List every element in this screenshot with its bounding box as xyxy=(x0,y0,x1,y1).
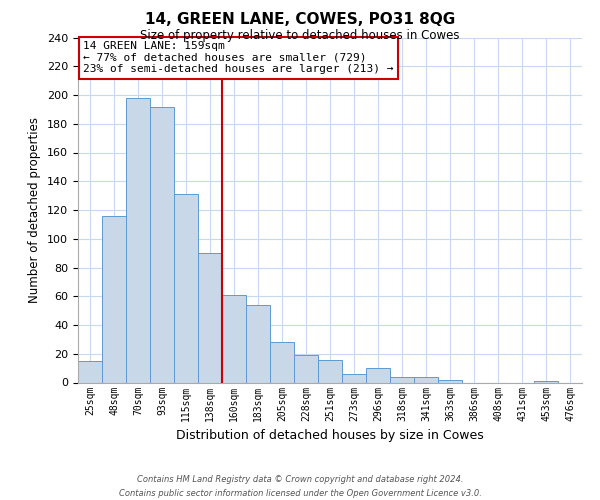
Text: Size of property relative to detached houses in Cowes: Size of property relative to detached ho… xyxy=(140,29,460,42)
Bar xyxy=(174,194,198,382)
Bar xyxy=(222,295,246,382)
Bar xyxy=(534,381,558,382)
Bar xyxy=(126,98,150,382)
Bar xyxy=(438,380,462,382)
Bar xyxy=(150,106,174,382)
Bar xyxy=(390,377,414,382)
Bar xyxy=(342,374,366,382)
Bar xyxy=(246,305,270,382)
Text: 14 GREEN LANE: 159sqm
← 77% of detached houses are smaller (729)
23% of semi-det: 14 GREEN LANE: 159sqm ← 77% of detached … xyxy=(83,41,394,74)
Bar xyxy=(270,342,294,382)
Bar xyxy=(414,377,438,382)
Bar xyxy=(366,368,390,382)
X-axis label: Distribution of detached houses by size in Cowes: Distribution of detached houses by size … xyxy=(176,429,484,442)
Bar xyxy=(78,361,102,382)
Y-axis label: Number of detached properties: Number of detached properties xyxy=(28,117,41,303)
Bar xyxy=(102,216,126,382)
Bar xyxy=(318,360,342,382)
Bar xyxy=(198,253,222,382)
Text: 14, GREEN LANE, COWES, PO31 8QG: 14, GREEN LANE, COWES, PO31 8QG xyxy=(145,12,455,28)
Text: Contains HM Land Registry data © Crown copyright and database right 2024.
Contai: Contains HM Land Registry data © Crown c… xyxy=(119,476,481,498)
Bar xyxy=(294,355,318,382)
